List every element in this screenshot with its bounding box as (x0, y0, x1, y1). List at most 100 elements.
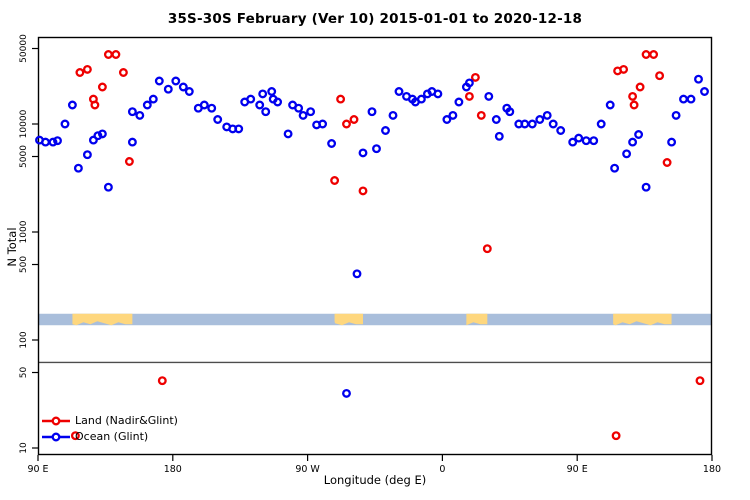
data-point-ocean (622, 149, 632, 159)
map-band-ocean (38, 313, 712, 326)
y-axis-tick-label: 1000 (19, 220, 29, 243)
data-point-ocean (327, 139, 337, 148)
data-point-ocean (589, 136, 599, 146)
data-point-ocean (667, 137, 677, 147)
x-axis-tick-label: 90 E (567, 464, 588, 475)
data-point-ocean (199, 100, 209, 110)
y-axis-tick-label: 10 (19, 442, 29, 454)
data-point-ocean (556, 126, 566, 135)
data-point-ocean (73, 163, 83, 173)
data-point-ocean (154, 76, 164, 86)
data-point-ocean (88, 135, 98, 145)
legend-label-land: Land (Nadir&Glint) (75, 414, 178, 427)
map-band-land-segment (613, 313, 672, 326)
data-point-land (476, 110, 486, 120)
data-point-ocean (135, 110, 145, 120)
data-point-land (628, 91, 638, 101)
data-point-ocean (352, 269, 362, 279)
y-axis-tick-label: 500 (19, 256, 29, 273)
data-point-ocean (433, 89, 443, 99)
data-point-ocean (171, 76, 181, 86)
data-point-land (641, 50, 651, 59)
data-point-land (342, 119, 351, 129)
data-point-land (649, 50, 659, 59)
data-point-ocean (641, 182, 651, 192)
data-point-ocean (261, 107, 271, 117)
data-point-land (482, 244, 492, 254)
data-point-ocean (294, 103, 304, 113)
data-point-land (70, 431, 80, 441)
data-point-land (90, 100, 100, 110)
data-point-land (349, 115, 359, 124)
x-axis-tick-label: 180 (164, 464, 182, 475)
data-point-ocean (358, 148, 368, 158)
data-point-ocean (283, 129, 293, 139)
y-axis-tick-label: 10000 (19, 109, 29, 138)
data-point-ocean (53, 136, 62, 146)
chart-title: 35S-30S February (Ver 10) 2015-01-01 to … (167, 11, 583, 27)
x-axis-tick-label: 180 (703, 464, 721, 475)
data-point-ocean (679, 94, 688, 104)
data-point-ocean (610, 163, 620, 173)
data-point-ocean (686, 94, 696, 104)
data-point-land (358, 186, 368, 196)
y-axis-title: N Total (5, 227, 19, 267)
data-point-ocean (234, 124, 244, 134)
data-point-land (124, 157, 134, 166)
data-point-ocean (388, 110, 398, 120)
legend-label-ocean: Ocean (Glint) (75, 430, 149, 443)
y-axis-tick-label: 50 (19, 367, 29, 379)
data-point-land (635, 82, 645, 92)
legend-marker-ocean-icon (51, 432, 61, 442)
data-point-ocean (527, 119, 537, 129)
data-point-ocean (464, 78, 474, 88)
data-point-land (619, 64, 629, 74)
map-band-land-segment (72, 313, 133, 326)
data-point-ocean (484, 91, 494, 101)
data-point-ocean (184, 87, 194, 96)
data-point-ocean (213, 115, 223, 124)
data-point-land (118, 68, 128, 77)
data-point-land (470, 72, 480, 82)
data-point-ocean (548, 119, 558, 129)
data-point-ocean (628, 137, 638, 147)
data-point-ocean (367, 107, 377, 117)
data-point-ocean (246, 94, 256, 104)
data-point-land (629, 100, 639, 110)
data-point-land (662, 158, 672, 167)
x-axis-title: Longitude (deg E) (323, 473, 427, 487)
data-point-ocean (542, 110, 552, 120)
data-point-ocean (535, 115, 545, 124)
data-point-land (103, 50, 113, 59)
data-point-ocean (342, 388, 351, 398)
data-point-ocean (273, 97, 283, 107)
data-point-ocean (454, 97, 464, 107)
data-point-ocean (178, 82, 188, 92)
data-point-ocean (103, 182, 113, 192)
data-point-land (655, 71, 665, 81)
data-point-ocean (381, 126, 390, 135)
data-point-ocean (491, 115, 501, 124)
data-point-ocean (596, 119, 606, 129)
data-point-ocean (442, 115, 452, 124)
data-point-ocean (318, 119, 328, 129)
data-point-land (611, 431, 621, 441)
data-point-ocean (505, 107, 515, 117)
data-point-ocean (207, 103, 217, 113)
data-point-land (75, 68, 85, 77)
data-point-land (695, 376, 705, 386)
data-point-ocean (448, 110, 458, 120)
data-point-ocean (67, 100, 77, 110)
data-point-ocean (258, 89, 268, 99)
data-point-ocean (127, 107, 137, 117)
data-point-ocean (306, 107, 316, 117)
data-point-ocean (494, 131, 504, 141)
data-point-ocean (634, 130, 644, 139)
plot-border (37, 36, 713, 456)
data-point-land (97, 82, 107, 92)
data-point-land (330, 176, 340, 185)
x-axis-tick-label: 0 (439, 464, 445, 475)
data-point-ocean (372, 144, 381, 154)
x-axis-tick-label: 90 E (27, 464, 48, 475)
